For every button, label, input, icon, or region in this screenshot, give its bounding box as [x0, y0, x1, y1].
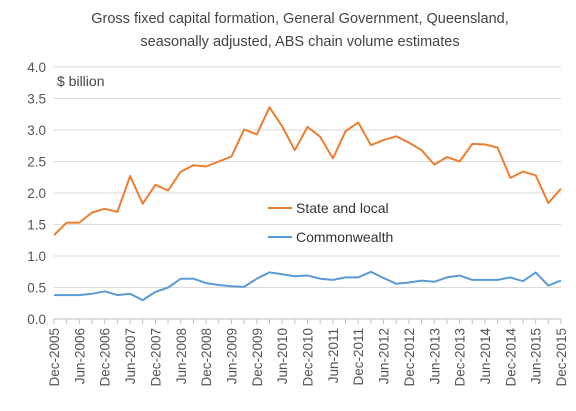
x-tick-label: Dec-2009 — [250, 328, 265, 387]
x-tick-label: Dec-2013 — [453, 328, 468, 387]
x-tick-label: Dec-2010 — [301, 328, 316, 387]
chart-title-line-2: seasonally adjusted, ABS chain volume es… — [140, 34, 459, 50]
series-line-commonwealth — [54, 270, 562, 302]
series-line-state-and-local — [53, 106, 562, 236]
legend: State and local Commonwealth — [268, 200, 393, 245]
y-tick-label: 3.0 — [27, 123, 46, 138]
x-tick-label: Dec-2005 — [47, 328, 62, 387]
x-tick-label: Dec-2012 — [402, 328, 417, 387]
y-axis-ticks: 0.0 0.5 1.0 1.5 2.0 2.5 3.0 3.5 4.0 — [27, 60, 46, 327]
y-tick-label: 4.0 — [27, 60, 46, 75]
x-tick-label: Jun-2013 — [427, 328, 442, 384]
series-lines — [53, 106, 562, 302]
x-tick-label: Jun-2015 — [529, 328, 544, 384]
chart-title-line-1: Gross fixed capital formation, General G… — [91, 11, 508, 27]
x-tick-label: Jun-2011 — [326, 328, 341, 383]
x-tick-label: Dec-2006 — [98, 328, 113, 387]
x-tick-label: Dec-2015 — [554, 328, 569, 387]
y-tick-label: 0.5 — [27, 281, 46, 296]
x-tick-label: Jun-2014 — [478, 328, 493, 385]
y-tick-label: 2.5 — [27, 155, 46, 170]
y-tick-label: 2.0 — [27, 186, 46, 201]
x-tick-label: Jun-2008 — [174, 328, 189, 384]
y-tick-label: 0.0 — [27, 312, 46, 327]
x-tick-label: Jun-2009 — [224, 328, 239, 384]
x-tick-label: Dec-2008 — [199, 328, 214, 387]
x-tick-label: Dec-2007 — [148, 328, 163, 387]
y-tick-label: 3.5 — [27, 92, 46, 107]
y-axis-unit-label: $ billion — [57, 73, 104, 89]
legend-label-state-and-local: State and local — [296, 200, 389, 216]
x-tick-label: Jun-2007 — [123, 328, 138, 384]
x-tick-label: Dec-2011 — [351, 328, 366, 386]
y-tick-label: 1.5 — [27, 218, 46, 233]
x-axis-ticks: Dec-2005 Jun-2006 Dec-2006 Jun-2007 Dec-2007… — [47, 319, 569, 387]
x-tick-label: Dec-2014 — [503, 328, 518, 387]
x-tick-label: Jun-2006 — [72, 328, 87, 384]
x-tick-label: Jun-2012 — [377, 328, 392, 384]
y-tick-label: 1.0 — [27, 249, 46, 264]
x-tick-label: Jun-2010 — [275, 328, 290, 384]
legend-label-commonwealth: Commonwealth — [296, 229, 393, 245]
